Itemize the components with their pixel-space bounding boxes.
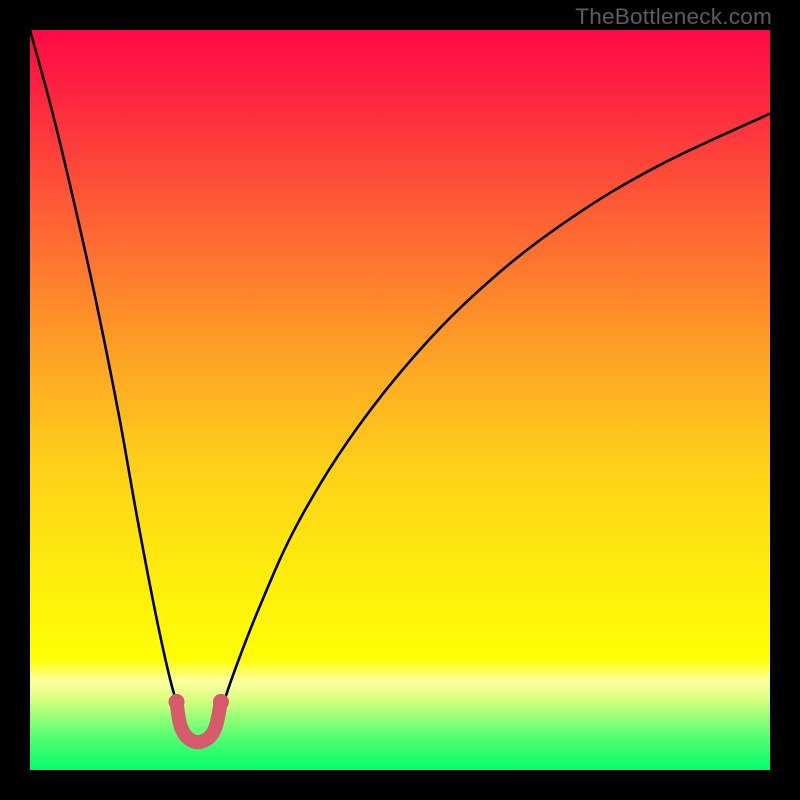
gradient-background (30, 30, 770, 770)
valley-endcap-left (169, 694, 185, 710)
valley-endcap-right (213, 694, 229, 710)
chart-svg (30, 30, 770, 770)
watermark-text: TheBottleneck.com (575, 4, 772, 30)
plot-area (30, 30, 770, 770)
chart-frame: TheBottleneck.com (0, 0, 800, 800)
